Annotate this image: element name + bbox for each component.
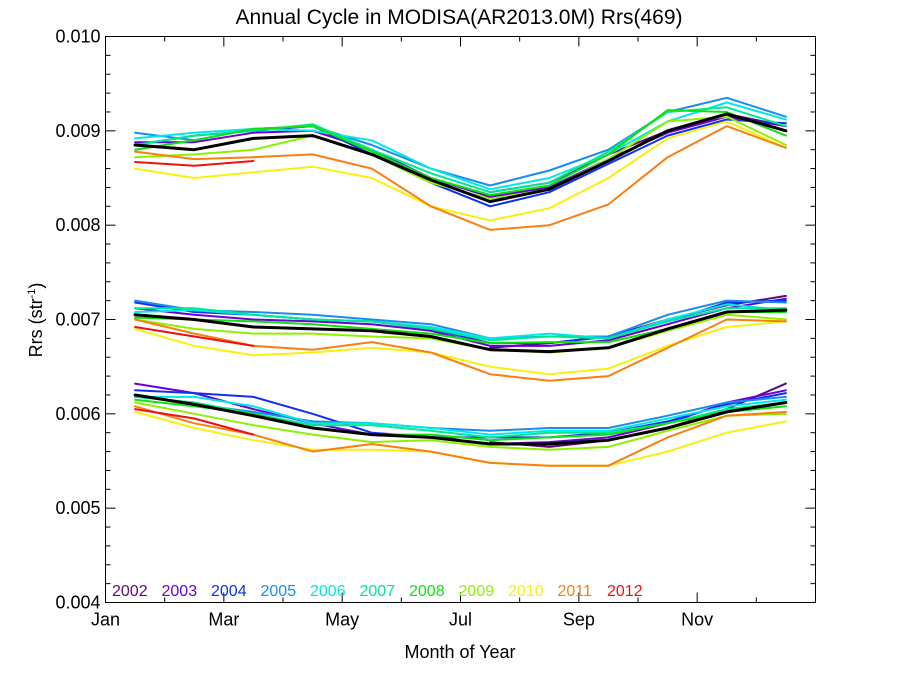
y-tick-label: 0.008	[55, 215, 100, 235]
series-line	[134, 101, 787, 191]
y-tick-label: 0.009	[55, 121, 100, 141]
x-tick-label: May	[325, 610, 359, 630]
legend-item: 2005	[261, 583, 297, 600]
series-line	[134, 109, 787, 196]
y-tick-label: 0.006	[55, 404, 100, 424]
legend-item: 2006	[310, 583, 346, 600]
y-tick-label: 0.005	[55, 498, 100, 518]
legend-item: 2003	[162, 583, 198, 600]
y-tick-label: 0.007	[55, 310, 100, 330]
y-tick-label: 0.004	[55, 593, 100, 613]
y-axis-label-main: Rrs (str	[26, 298, 46, 357]
legend-item: 2007	[360, 583, 396, 600]
series-line	[134, 120, 787, 222]
series-line	[134, 160, 255, 167]
series-line	[134, 401, 787, 451]
series-line	[134, 320, 787, 376]
y-axis-label: Rrs (str-1)	[26, 283, 46, 358]
legend-item: 2011	[558, 583, 593, 600]
series-line	[134, 115, 787, 198]
x-tick-label: Jul	[449, 610, 472, 630]
y-tick-label: 0.010	[55, 27, 100, 47]
x-tick-label: Sep	[563, 610, 595, 630]
x-axis: Jan Mar May Jul Sep Nov	[91, 36, 757, 630]
climatology-line	[133, 308, 788, 354]
legend-item: 2004	[211, 583, 247, 600]
series-line	[134, 395, 787, 436]
legend: 2002 2003 2004 2005 2006 2007 2008 2009 2010 2011…	[112, 583, 643, 600]
series-line	[134, 307, 787, 342]
y-axis-label-superscript: -1	[26, 289, 38, 299]
series-line	[134, 125, 787, 231]
legend-item: 2012	[607, 583, 643, 600]
series-line	[134, 299, 787, 340]
plot-lines	[133, 96, 788, 467]
series-line	[134, 318, 787, 382]
climatology-line	[133, 393, 788, 446]
series-line	[134, 394, 787, 432]
legend-item: 2002	[112, 583, 148, 600]
x-axis-label: Month of Year	[404, 642, 515, 662]
x-tick-label: Mar	[208, 610, 239, 630]
legend-item: 2010	[508, 583, 544, 600]
y-axis-label-close: )	[26, 283, 46, 289]
legend-item: 2008	[409, 583, 445, 600]
series-line	[134, 326, 255, 347]
climatology-line	[133, 112, 788, 204]
x-tick-label: Nov	[681, 610, 713, 630]
y-axis: 0.004 0.005 0.006 0.007 0.008 0.009 0.010	[55, 27, 816, 613]
series-line	[134, 408, 255, 436]
chart-title: Annual Cycle in MODISA(AR2013.0M) Rrs(46…	[236, 6, 683, 29]
x-tick-label: Jan	[91, 610, 120, 630]
legend-item: 2009	[459, 583, 495, 600]
